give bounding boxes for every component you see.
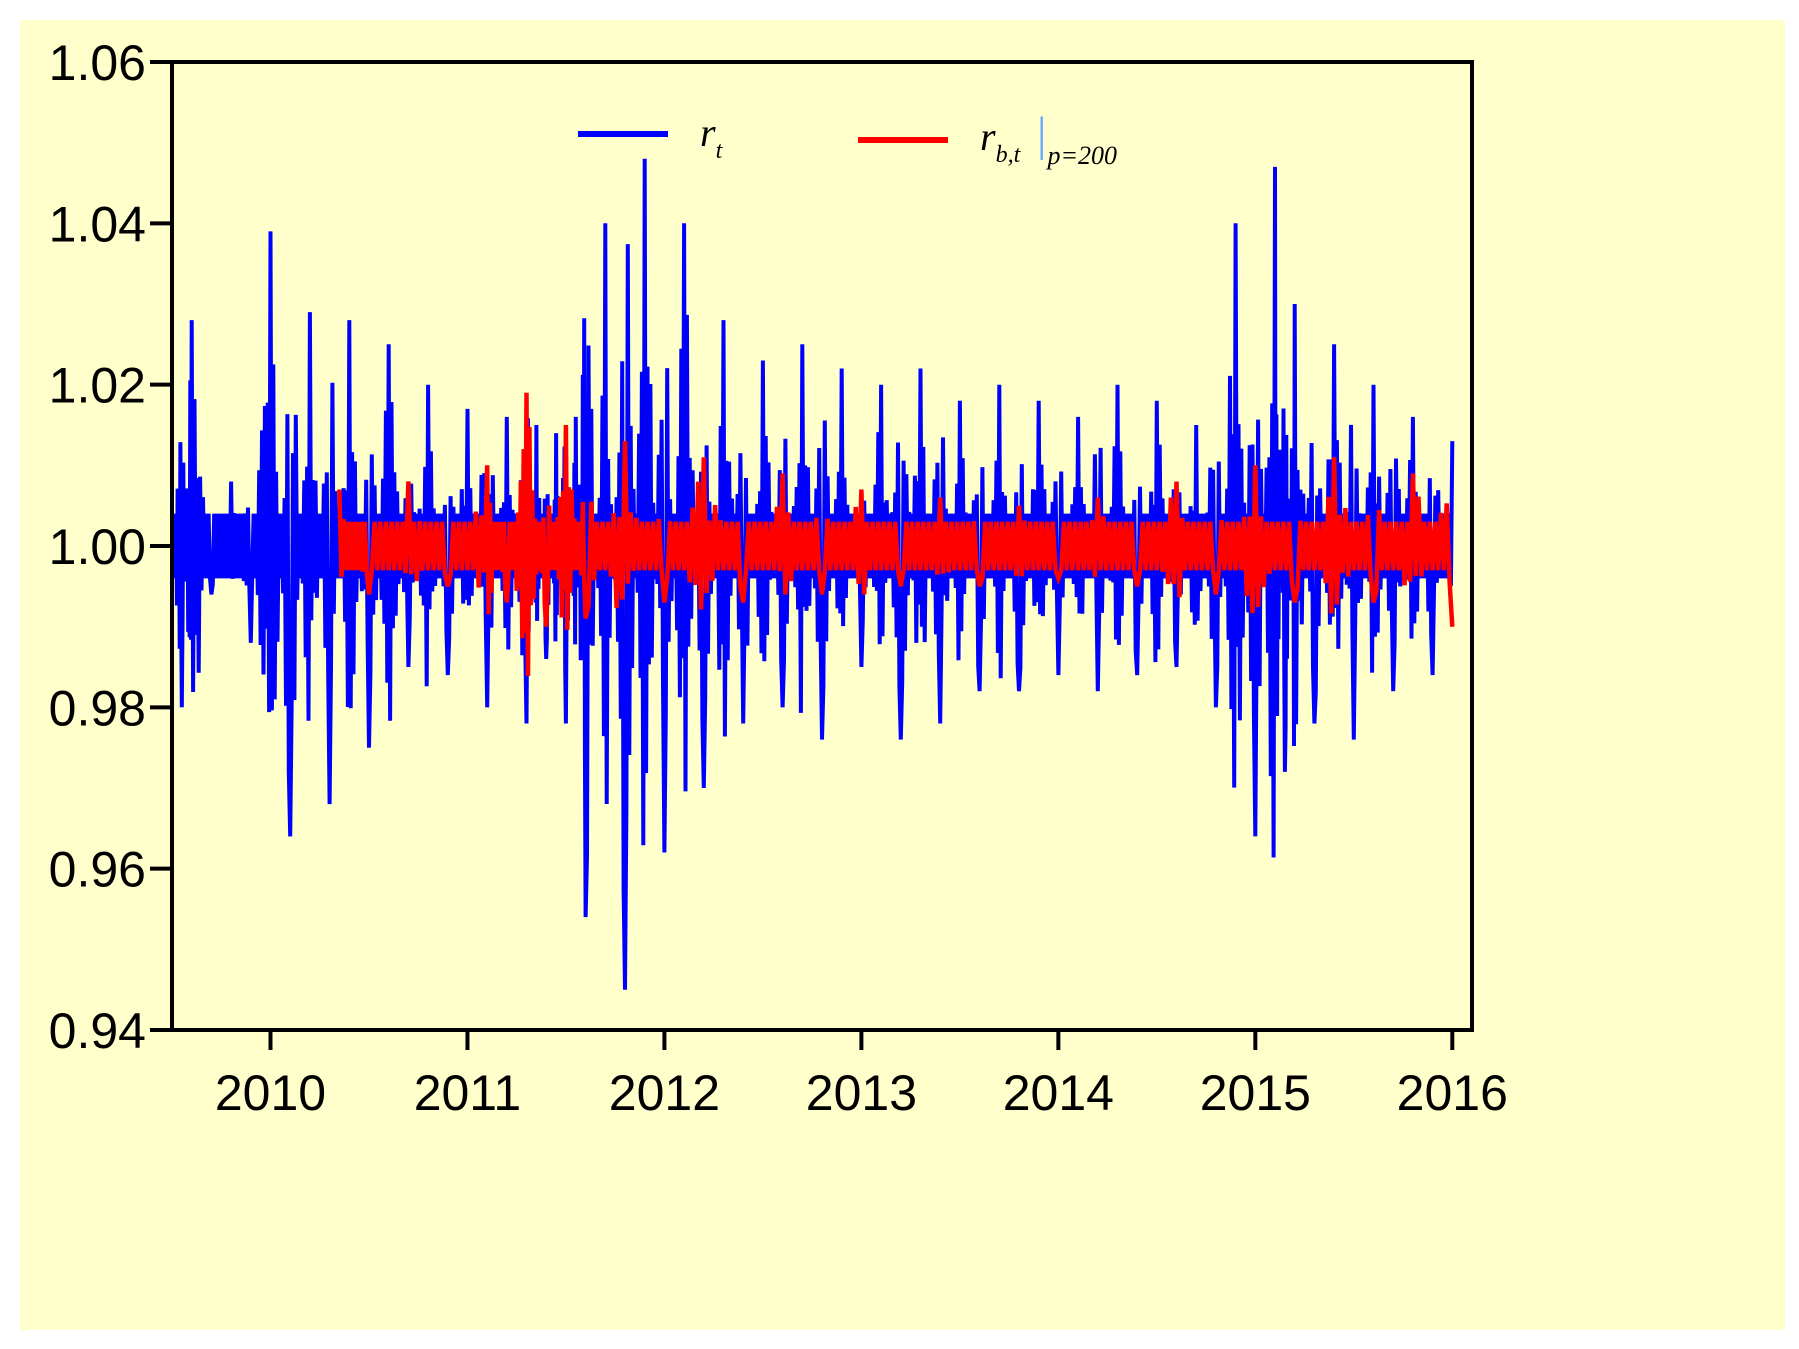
- y-axis: 1.06 1.04 1.02 1.00 0.98 0.96 0.94: [49, 35, 172, 1059]
- x-tick-label: 2014: [1003, 1065, 1114, 1121]
- y-tick-label: 1.04: [49, 196, 146, 252]
- series-layer: [170, 158, 1455, 990]
- legend-label-rt-main: r: [700, 110, 716, 155]
- legend-label-rbt-sub: b,t: [996, 142, 1022, 168]
- chart-frame: 1.06 1.04 1.02 1.00 0.98 0.96 0.94 2010 2011 201…: [20, 20, 1785, 1330]
- y-tick-label: 1.02: [49, 358, 146, 414]
- y-tick-label: 0.98: [49, 680, 146, 736]
- x-tick-label: 2011: [414, 1065, 522, 1121]
- x-tick-label: 2016: [1397, 1065, 1508, 1121]
- legend-label-rbt-bar: |: [1034, 108, 1047, 161]
- chart-svg: 1.061.041.021.000.980.960.94 2010 2011 201…: [49, 35, 1508, 1121]
- x-tick-label: 2012: [609, 1065, 720, 1121]
- legend-label-rbt-cond: p=200: [1045, 141, 1117, 170]
- legend: rt rb,t |p=200: [578, 108, 1117, 170]
- y-tick-label: 1.00: [49, 519, 146, 575]
- y-tick-label: 1.06: [49, 35, 146, 91]
- x-axis: 2010 2011 2012 2013 2014 2015 2016: [215, 1030, 1508, 1121]
- x-tick-label: 2010: [215, 1065, 326, 1121]
- y-tick-label: 0.94: [49, 1003, 146, 1059]
- legend-label-rbt-main: r: [980, 114, 996, 159]
- legend-label-rbt: rb,t |p=200: [980, 108, 1117, 170]
- y-tick-label: 0.96: [49, 842, 146, 898]
- legend-label-rt: rt: [700, 110, 724, 164]
- series-rbt: [337, 392, 1455, 676]
- legend-label-rt-sub: t: [716, 138, 724, 164]
- x-tick-label: 2013: [806, 1065, 917, 1121]
- series-line: [337, 392, 1455, 676]
- x-tick-label: 2015: [1200, 1065, 1311, 1121]
